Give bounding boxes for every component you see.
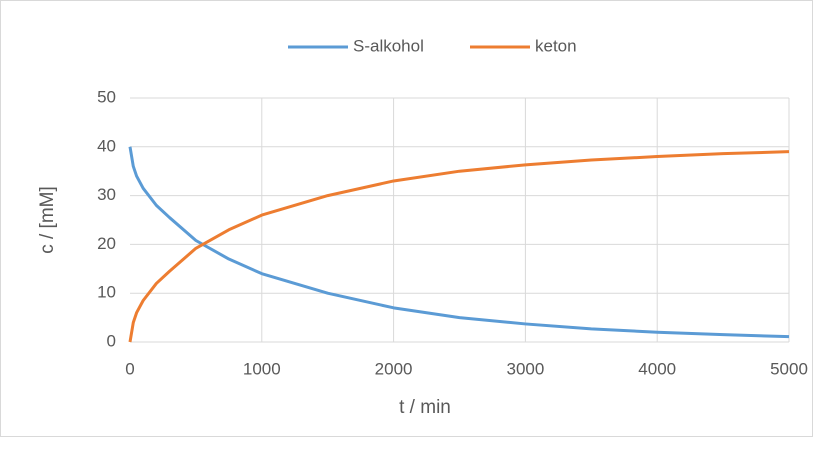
- legend-label: S-alkohol: [353, 36, 424, 55]
- x-tick-label: 0: [125, 359, 134, 378]
- y-axis-title: c / [mM]: [37, 186, 58, 254]
- x-tick-label: 2000: [375, 359, 413, 378]
- y-tick-label: 30: [97, 185, 116, 204]
- x-tick-label: 5000: [770, 359, 808, 378]
- chart-border: [0, 0, 813, 437]
- series-line: [128, 150, 790, 343]
- y-tick-label: 50: [97, 87, 116, 106]
- x-axis-title: t / min: [399, 397, 451, 418]
- y-tick-label: 0: [107, 331, 116, 350]
- y-tick-label: 40: [97, 136, 116, 155]
- x-tick-label: 4000: [638, 359, 676, 378]
- legend-label: keton: [535, 36, 577, 55]
- x-tick-label: 3000: [506, 359, 544, 378]
- series-line: [128, 146, 790, 339]
- y-tick-label: 10: [97, 283, 116, 302]
- y-tick-label: 20: [97, 234, 116, 253]
- x-tick-label: 1000: [243, 359, 281, 378]
